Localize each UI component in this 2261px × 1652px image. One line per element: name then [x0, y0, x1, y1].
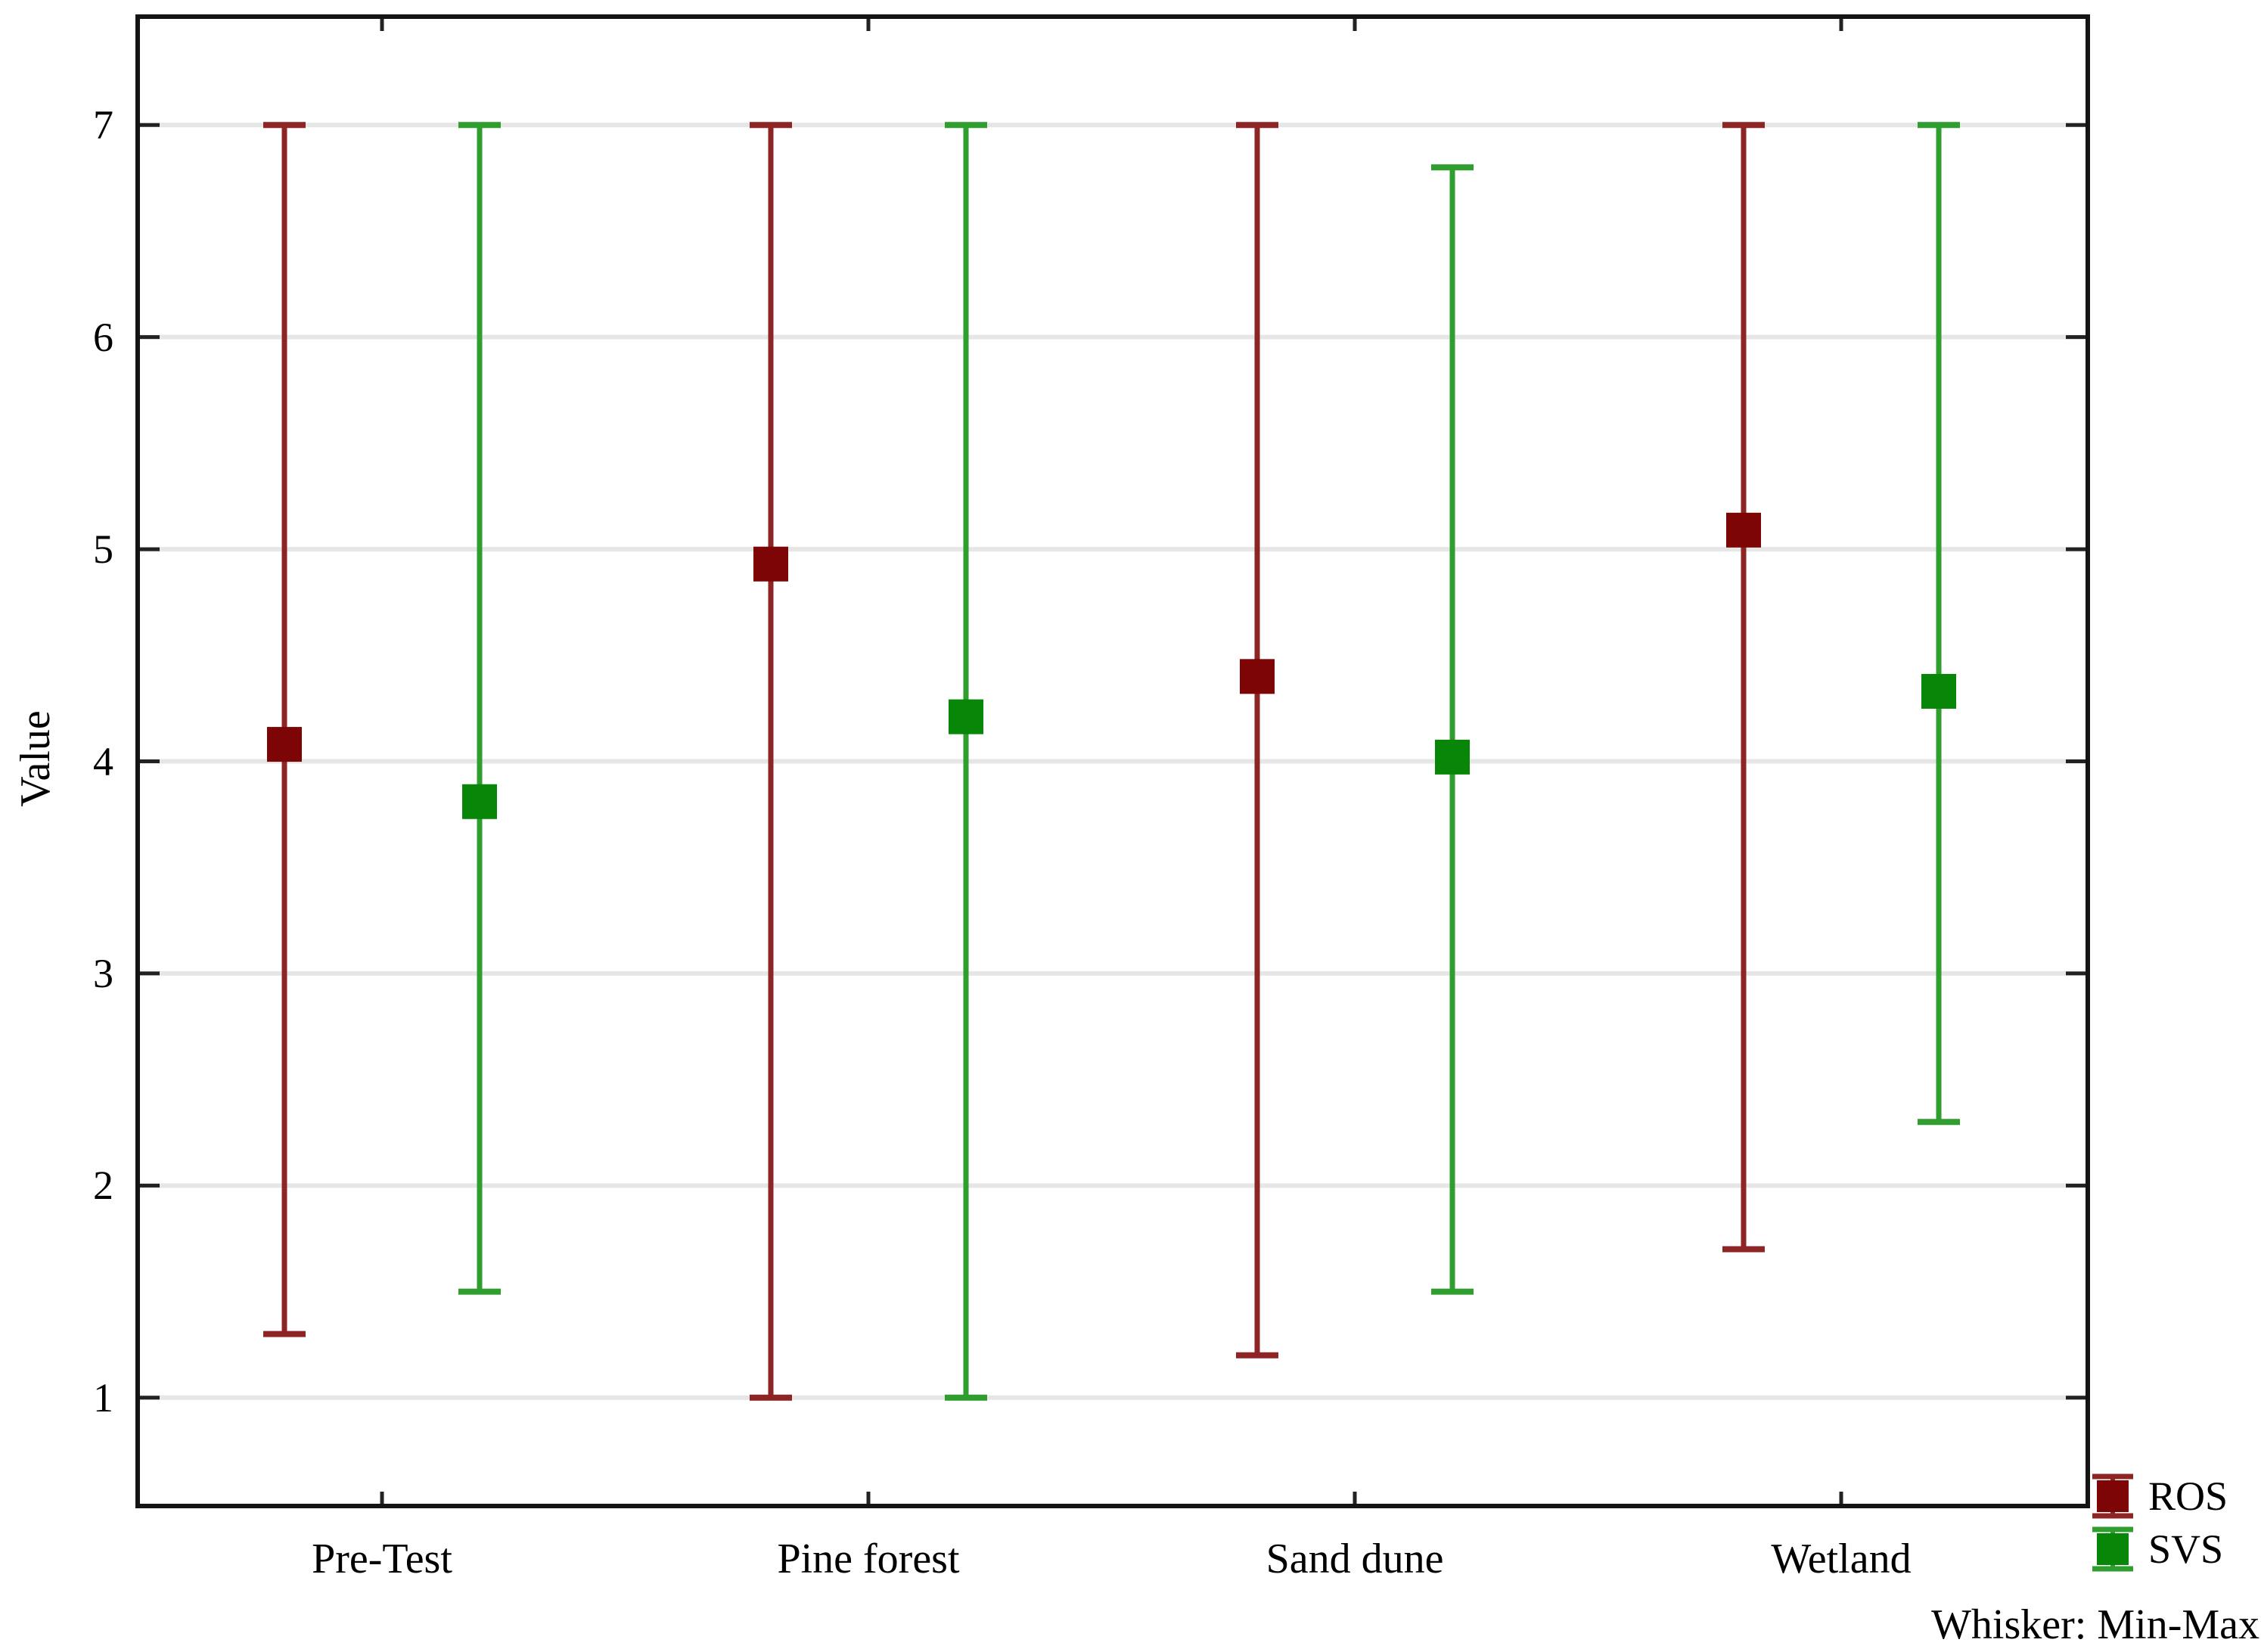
y-tick-label-3: 3: [93, 950, 113, 996]
ros-whisker-marker-icon: [2092, 1473, 2133, 1519]
y-tick-label-5: 5: [93, 526, 113, 573]
x-category-label-wetland: Wetland: [1771, 1536, 1912, 1582]
whisker-ros-pine-forest: [750, 122, 792, 1401]
chart-canvas: [140, 19, 2086, 1504]
y-tick-label-7: 7: [93, 102, 113, 148]
y-tick-label-4: 4: [93, 738, 113, 784]
whisker-ros-pre-test: [263, 122, 306, 1337]
whisker-svs-sand-dune: [1431, 164, 1474, 1295]
y-tick-label-6: 6: [93, 314, 113, 360]
whisker-svs-pine-forest: [945, 122, 987, 1401]
whisker-ros-wetland: [1722, 122, 1765, 1253]
x-category-label-pre-test: Pre-Test: [312, 1536, 452, 1582]
legend-label-ros: ROS: [2148, 1473, 2228, 1519]
legend-entry-svs: SVS: [2089, 1525, 2223, 1573]
x-category-label-pine-forest: Pine forest: [777, 1536, 960, 1582]
y-tick-label-2: 2: [93, 1163, 113, 1209]
whisker-svs-wetland: [1918, 122, 1960, 1126]
svs-whisker-marker-icon: [2092, 1526, 2133, 1572]
y-axis-title: Value: [12, 710, 59, 807]
whisker-svs-pre-test: [458, 122, 501, 1295]
legend-label-svs: SVS: [2148, 1526, 2224, 1572]
whisker-note: Whisker: Min-Max: [1931, 1601, 2259, 1648]
x-category-label-sand-dune: Sand dune: [1266, 1536, 1444, 1582]
legend-entry-ros: ROS: [2089, 1472, 2228, 1520]
y-tick-label-1: 1: [93, 1374, 113, 1421]
whisker-ros-sand-dune: [1236, 122, 1278, 1359]
